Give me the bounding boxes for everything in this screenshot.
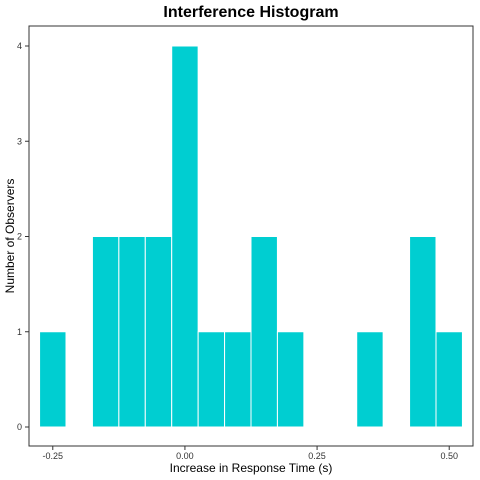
x-tick-label: 0.50 xyxy=(440,451,458,461)
y-tick-label: 3 xyxy=(17,136,22,146)
y-tick-label: 0 xyxy=(17,422,22,432)
histogram-bar xyxy=(356,331,384,428)
histogram-bar xyxy=(144,236,173,428)
histogram-bar xyxy=(91,236,120,428)
histogram-bar xyxy=(435,331,463,428)
histogram-bar xyxy=(171,45,199,428)
histogram-bar xyxy=(276,331,305,428)
histogram-bar xyxy=(409,236,437,428)
y-tick-label: 4 xyxy=(17,41,22,51)
x-tick-label: -0.25 xyxy=(43,451,64,461)
x-tick-label: 0.00 xyxy=(176,451,194,461)
y-axis-label: Number of Observers xyxy=(3,179,17,294)
y-axis: 0 1 2 3 4 xyxy=(17,41,29,432)
histogram-bar xyxy=(118,236,146,428)
x-tick-label: 0.25 xyxy=(308,451,326,461)
histogram-bar xyxy=(224,331,252,428)
bars-group xyxy=(39,45,463,428)
y-tick-label: 1 xyxy=(17,327,22,337)
x-axis: -0.25 0.00 0.25 0.50 xyxy=(43,446,458,461)
histogram-bar xyxy=(197,331,226,428)
x-axis-label: Increase in Response Time (s) xyxy=(170,461,333,475)
y-tick-label: 2 xyxy=(17,232,22,242)
histogram-bar xyxy=(39,331,67,428)
chart-title: Interference Histogram xyxy=(163,4,338,21)
histogram-bar xyxy=(250,236,278,428)
